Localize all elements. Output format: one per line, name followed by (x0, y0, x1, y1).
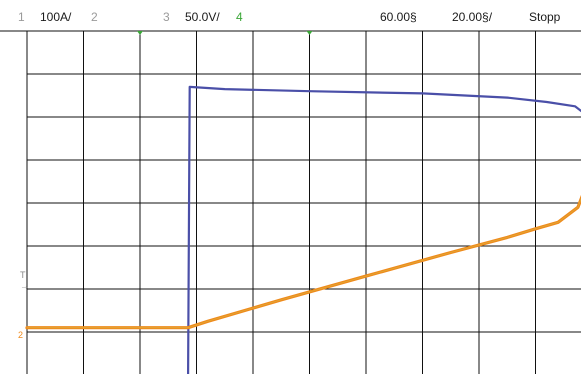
channel2-number[interactable]: 2 (91, 10, 98, 24)
timebase-readout[interactable]: 60.00§ (380, 10, 417, 24)
trigger-marker-icon (137, 31, 143, 35)
current-trace (25, 194, 581, 330)
channel-marker-arrow: → (20, 281, 29, 291)
channel1-scale[interactable]: 100A/ (40, 10, 72, 24)
channel3-scale[interactable]: 50.0V/ (185, 10, 220, 24)
run-state-indicator[interactable]: Stopp (529, 10, 561, 24)
trigger-marker-icon (306, 31, 313, 35)
channel4-number[interactable]: 4 (236, 10, 243, 24)
trigger-level-readout[interactable]: 20.00§/ (452, 10, 493, 24)
status-bar: 1 100A/ 2 3 50.0V/ 4 60.00§ 20.00§/ Stop… (0, 0, 581, 32)
voltage-trace (186, 85, 581, 374)
channel-marker-top: T (20, 270, 26, 280)
channel-marker-bottom: 2 (18, 330, 24, 340)
channel3-number[interactable]: 3 (163, 10, 170, 24)
current-trace-highlight (27, 198, 581, 329)
channel1-number[interactable]: 1 (18, 10, 25, 24)
